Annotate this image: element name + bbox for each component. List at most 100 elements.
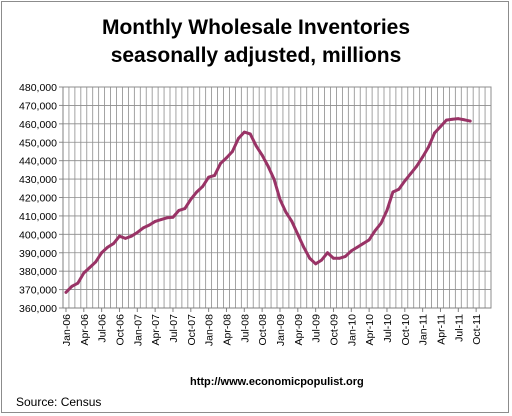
- data-point: [124, 236, 127, 240]
- x-tick-label: Jul-10: [382, 314, 394, 343]
- data-point: [468, 119, 472, 123]
- data-point: [326, 251, 329, 255]
- x-tick-label: Apr-10: [364, 314, 376, 346]
- data-point: [112, 242, 115, 245]
- data-point: [320, 258, 323, 262]
- data-point: [242, 130, 246, 134]
- data-point: [433, 131, 436, 135]
- data-point: [183, 207, 187, 210]
- y-tick-label: 460,000: [19, 119, 57, 131]
- x-tick-label: Apr-08: [221, 314, 233, 346]
- source-note: Source: Census: [16, 395, 102, 409]
- data-point: [189, 197, 193, 201]
- y-tick-label: 390,000: [19, 248, 57, 260]
- x-tick-label: Jul-08: [239, 314, 251, 343]
- data-point: [147, 223, 151, 227]
- data-point: [397, 187, 401, 191]
- data-point: [332, 256, 335, 260]
- data-point: [236, 137, 240, 140]
- data-point: [379, 221, 383, 225]
- source-url: http://www.economicpopulist.org: [190, 376, 364, 388]
- data-point: [106, 245, 109, 249]
- data-point: [445, 118, 448, 122]
- data-point: [462, 118, 466, 122]
- data-point: [231, 150, 234, 153]
- x-tick-label: Jan-09: [275, 314, 287, 346]
- chart-title-line-1: Monthly Wholesale Inventories: [101, 16, 411, 39]
- data-point: [403, 179, 407, 183]
- x-tick-label: Jul-11: [453, 314, 465, 342]
- data-point: [415, 164, 419, 168]
- x-tick-label: Jul-06: [97, 314, 109, 343]
- x-tick-label: Oct-07: [186, 314, 198, 346]
- y-tick-label: 450,000: [19, 137, 57, 149]
- y-tick-label: 370,000: [19, 285, 57, 297]
- y-tick-label: 410,000: [19, 211, 57, 223]
- x-tick-label: Apr-11: [435, 314, 447, 345]
- data-point: [355, 245, 359, 249]
- data-point: [254, 144, 258, 148]
- data-point: [266, 164, 270, 168]
- data-point: [165, 216, 169, 220]
- data-point: [177, 208, 181, 212]
- x-tick-label: Apr-07: [150, 314, 162, 346]
- data-point: [450, 117, 454, 121]
- x-tick-label: Oct-08: [257, 314, 269, 346]
- data-point: [349, 249, 353, 253]
- x-tick-label: Oct-10: [400, 314, 412, 346]
- data-point: [153, 220, 157, 223]
- chart-title-line-2: seasonally adjusted, millions: [110, 44, 402, 67]
- y-tick-label: 430,000: [19, 174, 57, 186]
- data-point: [421, 155, 425, 159]
- data-point: [343, 255, 347, 258]
- x-tick-label: Jul-07: [168, 314, 180, 343]
- data-point: [314, 262, 318, 266]
- x-tick-label: Jan-08: [204, 314, 216, 346]
- data-point: [219, 162, 222, 165]
- data-point: [207, 175, 211, 179]
- x-tick-label: Jan-07: [132, 314, 144, 346]
- data-point: [141, 226, 145, 230]
- data-point: [159, 218, 163, 222]
- data-point: [135, 231, 139, 234]
- data-point: [373, 229, 377, 233]
- data-point: [367, 238, 371, 242]
- data-point: [361, 242, 365, 245]
- chart-title: Monthly Wholesale Inventories seasonally…: [2, 14, 510, 70]
- data-point: [195, 190, 199, 194]
- x-tick-label: Oct-09: [328, 314, 340, 346]
- data-point: [70, 284, 74, 288]
- data-point: [427, 145, 430, 149]
- y-tick-label: 400,000: [19, 229, 57, 241]
- data-point: [64, 290, 68, 294]
- x-tick-label: Oct-11: [471, 314, 483, 345]
- x-tick-label: Jul-09: [311, 314, 323, 343]
- data-point: [409, 172, 413, 175]
- data-point: [82, 271, 86, 275]
- data-point: [213, 174, 216, 177]
- data-point: [296, 232, 300, 236]
- data-point: [278, 197, 282, 201]
- x-tick-label: Oct-06: [114, 314, 126, 346]
- y-tick-label: 420,000: [19, 193, 57, 205]
- x-tick-label: Apr-06: [79, 314, 91, 346]
- data-point: [272, 177, 276, 181]
- data-point: [88, 266, 92, 269]
- y-tick-label: 480,000: [19, 82, 57, 94]
- data-point: [171, 215, 175, 219]
- data-point: [308, 256, 312, 260]
- data-point: [201, 185, 205, 188]
- data-point: [338, 256, 341, 260]
- data-point: [94, 260, 98, 264]
- data-point: [118, 234, 121, 238]
- data-point: [284, 210, 288, 214]
- x-tick-label: Apr-09: [293, 314, 305, 346]
- data-point: [100, 251, 104, 255]
- y-tick-label: 440,000: [19, 156, 57, 168]
- y-tick-label: 470,000: [19, 100, 57, 112]
- data-point: [302, 245, 306, 249]
- y-tick-label: 360,000: [19, 303, 57, 315]
- x-tick-label: Jan-11: [418, 314, 430, 345]
- x-tick-label: Jan-06: [61, 314, 73, 346]
